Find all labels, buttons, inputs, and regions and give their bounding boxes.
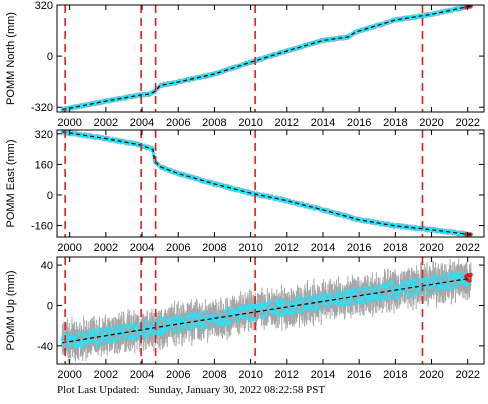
y-tick-label: 0 [47,51,53,63]
x-tick-label: 2014 [311,242,335,254]
y-axis-label: POMM East (mm) [5,140,17,228]
data-points [60,130,473,237]
x-tick-label: 2018 [383,242,407,254]
x-tick-label: 2010 [238,117,262,129]
data-points [60,5,473,112]
x-tick-label: 2016 [347,117,371,129]
x-tick-label: 2010 [238,242,262,254]
trend-line [62,131,472,236]
data-points [60,258,473,364]
x-tick-label: 2008 [202,117,226,129]
chart-panel-2: -160 0 160 320 2000 2002 2004 2006 2008 2010 2012 2… [5,129,485,254]
x-tick-label: 2002 [94,117,118,129]
x-tick-label: 2020 [419,242,443,254]
y-axis-label: POMM North (mm) [5,12,17,105]
x-tick-label: 2006 [166,242,190,254]
y-tick-label: 320 [35,0,53,12]
x-tick-label: 2004 [130,117,154,129]
y-tick-label: 320 [35,129,53,141]
trend-line [62,5,472,111]
x-tick-label: 2012 [275,117,299,129]
plot-frame [56,129,485,238]
x-tick-label: 2006 [166,117,190,129]
x-tick-label: 2018 [383,117,407,129]
data-point [159,316,164,321]
y-tick-label: 160 [35,159,53,171]
chart-panel-1: -320 0 320 2000 2002 2004 2006 2008 2010 2012 2014… [5,0,485,129]
y-tick-label: 0 [47,190,53,202]
x-tick-label: 2000 [57,242,81,254]
x-tick-label: 2014 [311,117,335,129]
y-tick-label: -320 [31,102,53,114]
x-tick-label: 2008 [202,242,226,254]
x-tick-label: 2004 [130,242,154,254]
x-tick-label: 2022 [455,117,479,129]
x-tick-label: 2000 [57,117,81,129]
x-tick-label: 2020 [419,117,443,129]
x-tick-label: 2022 [455,242,479,254]
plot-frame [56,4,485,113]
x-tick-label: 2002 [94,242,118,254]
y-tick-label: -160 [31,221,53,233]
x-tick-label: 2016 [347,242,371,254]
x-tick-label: 2012 [275,242,299,254]
